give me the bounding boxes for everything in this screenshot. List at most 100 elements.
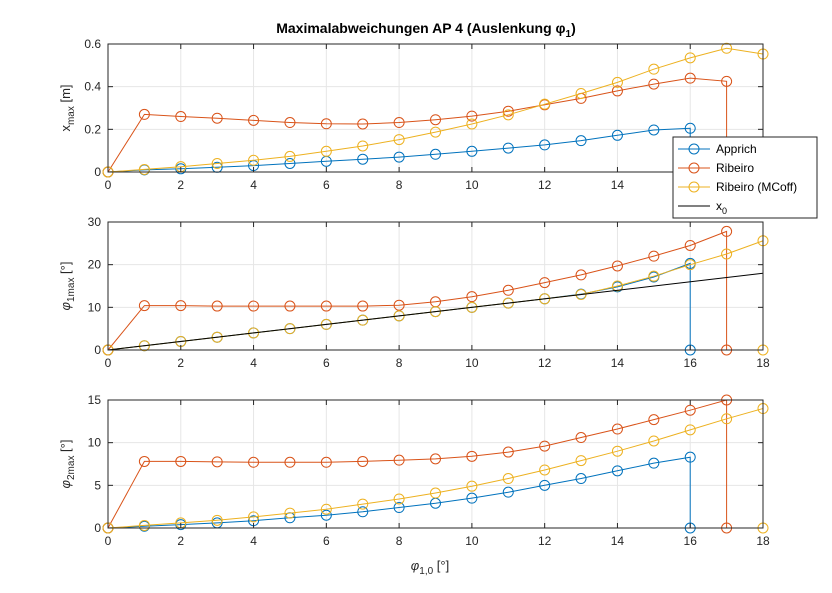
data-point [611, 280, 623, 292]
data-point [648, 78, 660, 90]
legend-entry: x0 [678, 199, 727, 216]
subplots-group: 0 2 4 6 8 10 12 14 16 0 0.2 0.4 0.6 xmax [m] 0 2 4 6 8 10 12… [58, 37, 770, 548]
x-tick-label: 16 [684, 534, 698, 548]
data-point [611, 465, 623, 477]
data-point [248, 300, 260, 312]
data-point [320, 456, 332, 468]
data-point [684, 404, 696, 416]
plot-area [108, 222, 763, 350]
y-tick-label: 20 [88, 258, 102, 272]
subplot-3: 0 2 4 6 8 10 12 14 16 18 0 5 10 15 φ2max [°] [58, 393, 770, 548]
data-point [211, 300, 223, 312]
data-point [357, 506, 369, 518]
y-axis-label: φ2max [°] [58, 440, 77, 489]
data-point [320, 300, 332, 312]
series-line [107, 77, 728, 173]
x-tick-label: 6 [323, 356, 330, 370]
y-tick-label: 15 [88, 393, 102, 407]
data-point [648, 435, 660, 447]
y-tick-label: 0 [94, 165, 101, 179]
data-point [211, 456, 223, 468]
data-point [357, 153, 369, 165]
data-point [430, 148, 441, 160]
x-tick-label: 10 [465, 534, 479, 548]
legend-label: x0 [716, 199, 727, 216]
series-ribeiro-mcoff- [102, 403, 769, 534]
legend-label: Ribeiro [716, 161, 754, 175]
data-point [393, 117, 405, 129]
data-point [175, 111, 187, 123]
data-point [502, 109, 514, 121]
x-tick-label: 8 [396, 178, 403, 192]
data-point [284, 150, 296, 162]
data-point [611, 260, 623, 272]
series-line [107, 230, 728, 351]
data-point [357, 498, 369, 510]
data-point [611, 85, 623, 97]
data-point [648, 414, 660, 426]
data-point [393, 310, 405, 322]
data-point [575, 135, 587, 147]
x-tick-label: 12 [538, 356, 552, 370]
data-point [721, 225, 733, 237]
series-line [107, 272, 764, 351]
data-point [721, 413, 733, 425]
series-ribeiro-mcoff- [102, 42, 769, 178]
data-point [430, 126, 441, 138]
data-point [320, 318, 332, 330]
series-ribeiro [102, 72, 733, 178]
data-point [466, 450, 478, 462]
x-tick-label: 6 [323, 178, 330, 192]
data-point [284, 507, 296, 519]
series-line [107, 456, 691, 529]
data-point [466, 291, 478, 303]
subplot-2: 0 2 4 6 8 10 12 14 16 18 0 10 20 30 φ1max [°] [58, 215, 770, 370]
y-tick-label: 0 [94, 521, 101, 535]
data-point [502, 284, 514, 296]
grid [107, 399, 764, 529]
data-point [248, 456, 260, 468]
x-tick-label: 12 [538, 534, 552, 548]
x-axis-label: φ1,0 [°] [411, 558, 449, 577]
series-ribeiro [102, 394, 733, 534]
data-point [648, 63, 660, 75]
data-point [684, 424, 696, 436]
data-point [539, 464, 551, 476]
data-point [175, 455, 187, 467]
data-point [248, 327, 260, 339]
data-point [539, 293, 551, 305]
data-point [248, 154, 260, 166]
data-point [393, 134, 405, 146]
data-point [502, 142, 514, 154]
y-tick-label: 30 [88, 215, 102, 229]
data-point [648, 124, 660, 136]
legend-entry: Apprich [678, 142, 757, 156]
data-point [684, 72, 696, 84]
x-tick-label: 8 [396, 356, 403, 370]
y-tick-label: 5 [94, 478, 101, 492]
x-tick-label: 14 [611, 534, 625, 548]
data-point [684, 451, 696, 463]
legend-label: Apprich [716, 142, 757, 156]
x-tick-label: 10 [465, 356, 479, 370]
data-point [466, 301, 478, 313]
x-tick-label: 0 [105, 534, 112, 548]
data-point [284, 117, 296, 129]
data-point [721, 42, 733, 54]
x-tick-label: 2 [177, 356, 184, 370]
data-point [648, 457, 660, 469]
x-tick-label: 18 [756, 534, 770, 548]
axes-box [107, 221, 764, 351]
x-tick-label: 16 [684, 356, 698, 370]
y-axis-label: φ1max [°] [58, 262, 77, 311]
data-point [611, 129, 623, 141]
data-point [575, 289, 587, 301]
legend-box [672, 136, 818, 219]
data-point [320, 503, 332, 515]
data-point [211, 331, 223, 343]
x-tick-label: 12 [538, 178, 552, 192]
legend-marker [688, 162, 700, 174]
data-point [502, 105, 514, 117]
x-tick-label: 18 [756, 356, 770, 370]
data-point [138, 108, 150, 120]
